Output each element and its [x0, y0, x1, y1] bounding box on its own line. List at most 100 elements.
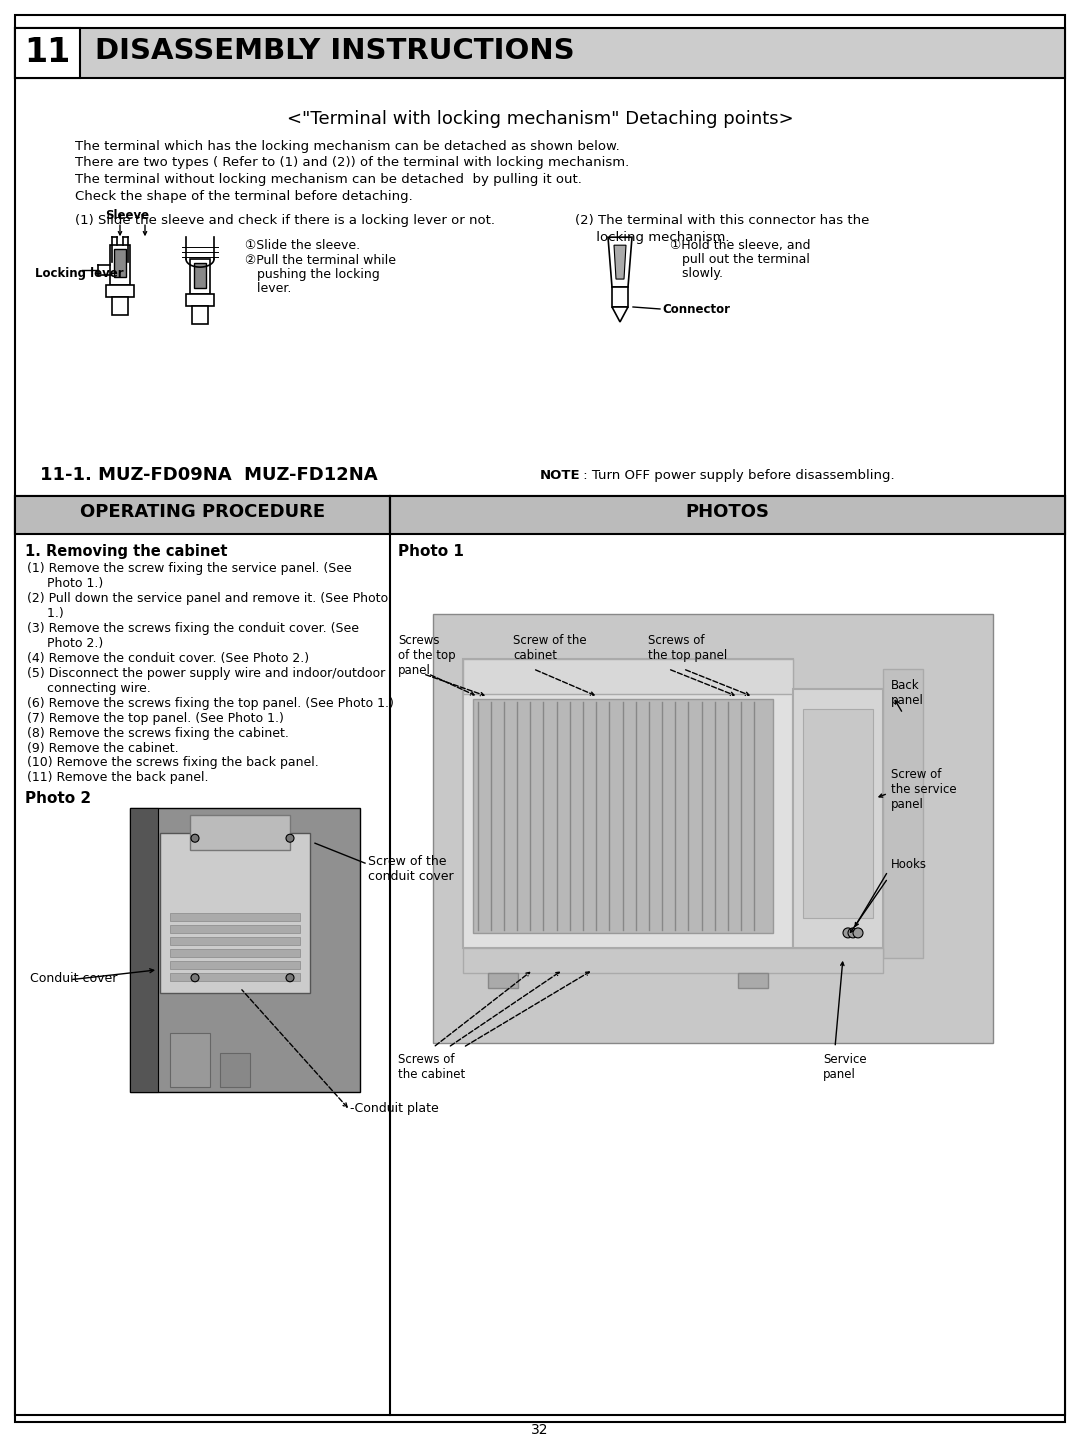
Bar [170, 973, 300, 981]
Text: Photo 2: Photo 2 [25, 792, 91, 806]
Text: Check the shape of the terminal before detaching.: Check the shape of the terminal before d… [75, 190, 413, 203]
Bar [130, 808, 158, 1093]
Text: Connector: Connector [662, 302, 730, 315]
Text: Photo 1: Photo 1 [399, 544, 464, 559]
Text: (7) Remove the top panel. (See Photo 1.): (7) Remove the top panel. (See Photo 1.) [27, 711, 284, 724]
Text: Back
panel: Back panel [891, 678, 923, 707]
Bar [110, 245, 130, 285]
Bar [190, 259, 210, 294]
Text: 1.): 1.) [27, 608, 64, 621]
Text: (11) Remove the back panel.: (11) Remove the back panel. [27, 772, 208, 785]
Circle shape [853, 927, 863, 937]
Text: Screw of
the service
panel: Screw of the service panel [891, 769, 957, 812]
Text: (9) Remove the cabinet.: (9) Remove the cabinet. [27, 742, 178, 755]
Text: ①Slide the sleeve.: ①Slide the sleeve. [245, 239, 360, 252]
Text: Conduit cover: Conduit cover [30, 972, 118, 985]
Text: 11: 11 [24, 36, 70, 69]
Text: 1. Removing the cabinet: 1. Removing the cabinet [25, 544, 228, 559]
Bar [170, 913, 300, 922]
Bar [433, 613, 993, 1043]
Text: 11-1. MUZ-FD09NA  MUZ-FD12NA: 11-1. MUZ-FD09NA MUZ-FD12NA [40, 467, 378, 484]
Bar [463, 948, 883, 973]
Bar [15, 27, 80, 78]
Bar [112, 297, 129, 315]
Bar [220, 1053, 249, 1087]
Text: Screw of the
conduit cover: Screw of the conduit cover [368, 855, 454, 883]
Text: NOTE: NOTE [540, 469, 581, 482]
Text: -Conduit plate: -Conduit plate [350, 1103, 438, 1116]
Text: pushing the locking: pushing the locking [245, 268, 380, 281]
Bar [463, 660, 793, 694]
Bar [194, 264, 206, 288]
Text: Locking lever: Locking lever [35, 266, 123, 281]
Text: (2) The terminal with this connector has the: (2) The terminal with this connector has… [575, 215, 869, 228]
Text: <"Terminal with locking mechanism" Detaching points>: <"Terminal with locking mechanism" Detac… [286, 109, 794, 128]
Text: Screw of the
cabinet: Screw of the cabinet [513, 634, 586, 662]
Bar [170, 1032, 210, 1087]
Text: Service
panel: Service panel [823, 1053, 866, 1080]
Bar [130, 808, 360, 1093]
Bar [106, 285, 134, 297]
Text: connecting wire.: connecting wire. [27, 681, 151, 694]
Bar [15, 497, 1065, 1416]
Bar [170, 960, 300, 969]
Text: Sleeve: Sleeve [105, 209, 149, 222]
Text: (5) Disconnect the power supply wire and indoor/outdoor: (5) Disconnect the power supply wire and… [27, 667, 386, 680]
Bar [488, 973, 518, 988]
Bar [192, 305, 208, 324]
Circle shape [286, 834, 294, 842]
Bar [738, 973, 768, 988]
Circle shape [286, 973, 294, 982]
Text: (6) Remove the screws fixing the top panel. (See Photo 1.): (6) Remove the screws fixing the top pan… [27, 697, 394, 710]
Text: OPERATING PROCEDURE: OPERATING PROCEDURE [80, 504, 325, 521]
Text: PHOTOS: PHOTOS [686, 504, 769, 521]
Text: (1) Slide the sleeve and check if there is a locking lever or not.: (1) Slide the sleeve and check if there … [75, 215, 495, 228]
Bar [160, 834, 310, 992]
Text: (2) Pull down the service panel and remove it. (See Photo: (2) Pull down the service panel and remo… [27, 592, 388, 605]
Bar [612, 287, 627, 307]
Bar [883, 668, 923, 958]
Text: : Turn OFF power supply before disassembling.: : Turn OFF power supply before disassemb… [579, 469, 894, 482]
Bar [15, 27, 1065, 78]
Text: (3) Remove the screws fixing the conduit cover. (See: (3) Remove the screws fixing the conduit… [27, 622, 359, 635]
Polygon shape [608, 238, 632, 287]
Bar [793, 688, 883, 948]
Text: There are two types ( Refer to (1) and (2)) of the terminal with locking mechani: There are two types ( Refer to (1) and (… [75, 157, 630, 170]
Bar [463, 660, 793, 948]
Bar [190, 815, 291, 850]
Text: Photo 2.): Photo 2.) [27, 636, 104, 649]
Bar [390, 497, 1065, 534]
Bar [170, 924, 300, 933]
Circle shape [843, 927, 853, 937]
Text: lever.: lever. [245, 282, 292, 295]
Text: pull out the terminal: pull out the terminal [670, 253, 810, 266]
Text: (4) Remove the conduit cover. (See Photo 2.): (4) Remove the conduit cover. (See Photo… [27, 652, 309, 665]
Text: Screws of
the cabinet: Screws of the cabinet [399, 1053, 465, 1080]
Text: The terminal without locking mechanism can be detached  by pulling it out.: The terminal without locking mechanism c… [75, 173, 582, 186]
Bar [804, 708, 873, 917]
Bar [170, 937, 300, 945]
Polygon shape [612, 307, 627, 323]
Text: (10) Remove the screws fixing the back panel.: (10) Remove the screws fixing the back p… [27, 756, 319, 769]
Text: Photo 1.): Photo 1.) [27, 577, 104, 590]
Text: Screws
of the top
panel: Screws of the top panel [399, 634, 456, 677]
Text: (8) Remove the screws fixing the cabinet.: (8) Remove the screws fixing the cabinet… [27, 727, 288, 740]
Circle shape [848, 927, 858, 937]
Text: ①Hold the sleeve, and: ①Hold the sleeve, and [670, 239, 810, 252]
Text: Hooks: Hooks [891, 858, 927, 871]
Bar [473, 698, 773, 933]
Text: (1) Remove the screw fixing the service panel. (See: (1) Remove the screw fixing the service … [27, 562, 352, 575]
Text: slowly.: slowly. [670, 266, 723, 281]
Polygon shape [615, 245, 626, 279]
Text: The terminal which has the locking mechanism can be detached as shown below.: The terminal which has the locking mecha… [75, 140, 620, 153]
Text: locking mechanism.: locking mechanism. [575, 232, 729, 245]
Bar [15, 497, 390, 534]
Bar [186, 294, 214, 305]
Text: Screws of
the top panel: Screws of the top panel [648, 634, 727, 662]
Circle shape [191, 973, 199, 982]
Text: DISASSEMBLY INSTRUCTIONS: DISASSEMBLY INSTRUCTIONS [95, 37, 575, 65]
Circle shape [191, 834, 199, 842]
Bar [170, 949, 300, 956]
Text: 32: 32 [531, 1423, 549, 1437]
Bar [114, 249, 126, 276]
